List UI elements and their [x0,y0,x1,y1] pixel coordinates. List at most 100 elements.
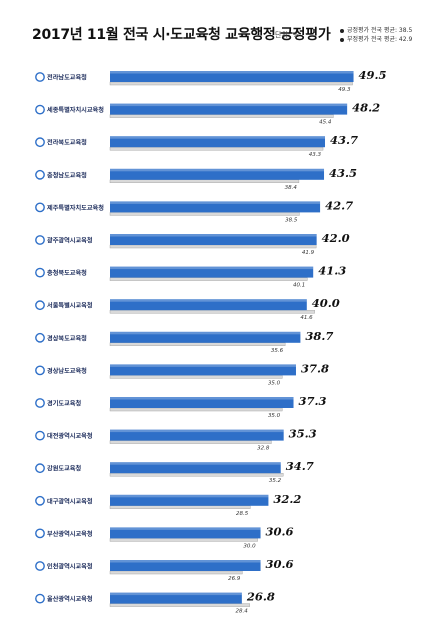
negative-bar [109,603,250,607]
region-label: 광주광역시교육청 [47,237,93,245]
emblem-icon [35,300,45,311]
positive-bar [110,527,261,539]
value-label: 42.7 [325,198,353,212]
negative-bar [109,212,300,216]
value-label: 40.0 [312,296,340,310]
value-label: 37.3 [299,394,327,408]
bar-highlight [110,234,317,237]
bar-highlight [110,462,281,465]
emblem-icon [35,72,45,82]
positive-bar [110,201,321,213]
value-label: 34.7 [286,459,314,473]
emblem-icon [35,202,45,213]
value-label: 26.8 [246,590,275,604]
negative-bar [109,375,283,379]
negative-bar [109,81,353,86]
secondary-value-label: 49.3 [338,87,351,93]
emblem-icon [35,430,45,441]
positive-bar [110,136,326,148]
region-label: 서울특별시교육청 [47,302,93,310]
positive-bar [110,397,294,408]
emblem-icon [35,332,45,343]
positive-bar [110,103,348,115]
negative-bar [109,179,300,184]
legend-label-positive: 긍정평가 전국 평균: 38.5 [347,27,413,34]
negative-bar [109,146,324,151]
secondary-value-label: 35.6 [271,348,284,354]
secondary-value-label: 43.3 [309,152,322,158]
secondary-value-label: 41.9 [302,250,315,256]
emblem-icon [35,104,45,115]
region-label: 충청북도교육청 [47,269,87,277]
bar-highlight [110,71,354,74]
secondary-value-label: 32.8 [257,446,270,452]
positive-bar [110,331,301,343]
chart-title: 2017년 11월 전국 시·도교육청 교육행정 긍정평가 [32,27,331,43]
negative-bar [109,473,284,477]
value-label: 41.3 [318,264,346,278]
emblem-icon [35,463,45,474]
bar-highlight [110,397,294,400]
value-label: 37.8 [301,361,329,375]
region-label: 부산광역시교육청 [47,530,93,538]
bar-highlight [110,429,284,433]
negative-bar [109,505,251,509]
bar-highlight [110,527,261,530]
secondary-value-label: 26.9 [228,576,241,582]
negative-bar [109,277,308,281]
bar-highlight [110,136,326,139]
value-label: 43.5 [329,166,357,180]
region-label: 경상북도교육청 [47,334,87,342]
region-label: 울산광역시교육청 [47,595,93,603]
negative-bar [109,114,334,118]
value-label: 43.7 [330,133,358,147]
region-label: 전라남도교육청 [47,74,87,82]
region-label: 인천광역시교육청 [47,563,93,571]
region-label: 제주특별자치도교육청 [47,204,104,212]
value-label: 38.7 [305,329,333,343]
secondary-value-label: 35.0 [268,380,281,386]
positive-bar [110,266,314,278]
secondary-value-label: 38.4 [285,185,298,191]
emblem-icon [35,365,45,376]
region-label: 강원도교육청 [47,465,81,473]
value-label: 35.3 [289,427,317,441]
positive-bar [110,234,317,245]
negative-bar [109,407,283,412]
secondary-value-label: 28.5 [236,511,249,517]
bar-highlight [110,168,325,172]
positive-bar [110,592,242,604]
bar-highlight [110,201,321,204]
emblem-icon [35,137,45,148]
secondary-value-label: 35.0 [268,413,281,419]
value-label: 32.2 [273,492,301,506]
secondary-value-label: 45.4 [319,120,332,126]
positive-bar [110,462,281,474]
value-label: 30.6 [266,557,294,571]
secondary-value-label: 40.1 [293,283,305,289]
emblem-icon [35,267,45,278]
positive-bar [110,71,354,82]
region-label: 세종특별자치시교육청 [47,106,104,114]
bullet-icon [340,28,344,33]
positive-bar [110,168,325,180]
legend: 긍정평가 전국 평균: 38.5 부정평가 전국 평균: 42.9 [340,26,412,44]
bar-highlight [110,331,301,335]
bar-highlight [110,494,269,498]
value-label: 49.5 [359,68,387,82]
emblem-icon [35,495,45,506]
bar-highlight [110,560,261,563]
bar-highlight [110,103,348,107]
emblem-icon [35,235,45,245]
negative-bar [109,342,286,346]
negative-bar [109,570,243,575]
bar-highlight [110,299,307,302]
region-label: 대전광역시교육청 [47,432,93,440]
negative-bar [109,244,317,249]
value-label: 48.2 [352,101,380,115]
region-label: 전라북도교육청 [47,139,87,147]
negative-bar [109,538,258,542]
secondary-value-label: 41.6 [300,315,313,321]
bullet-icon [340,37,344,42]
